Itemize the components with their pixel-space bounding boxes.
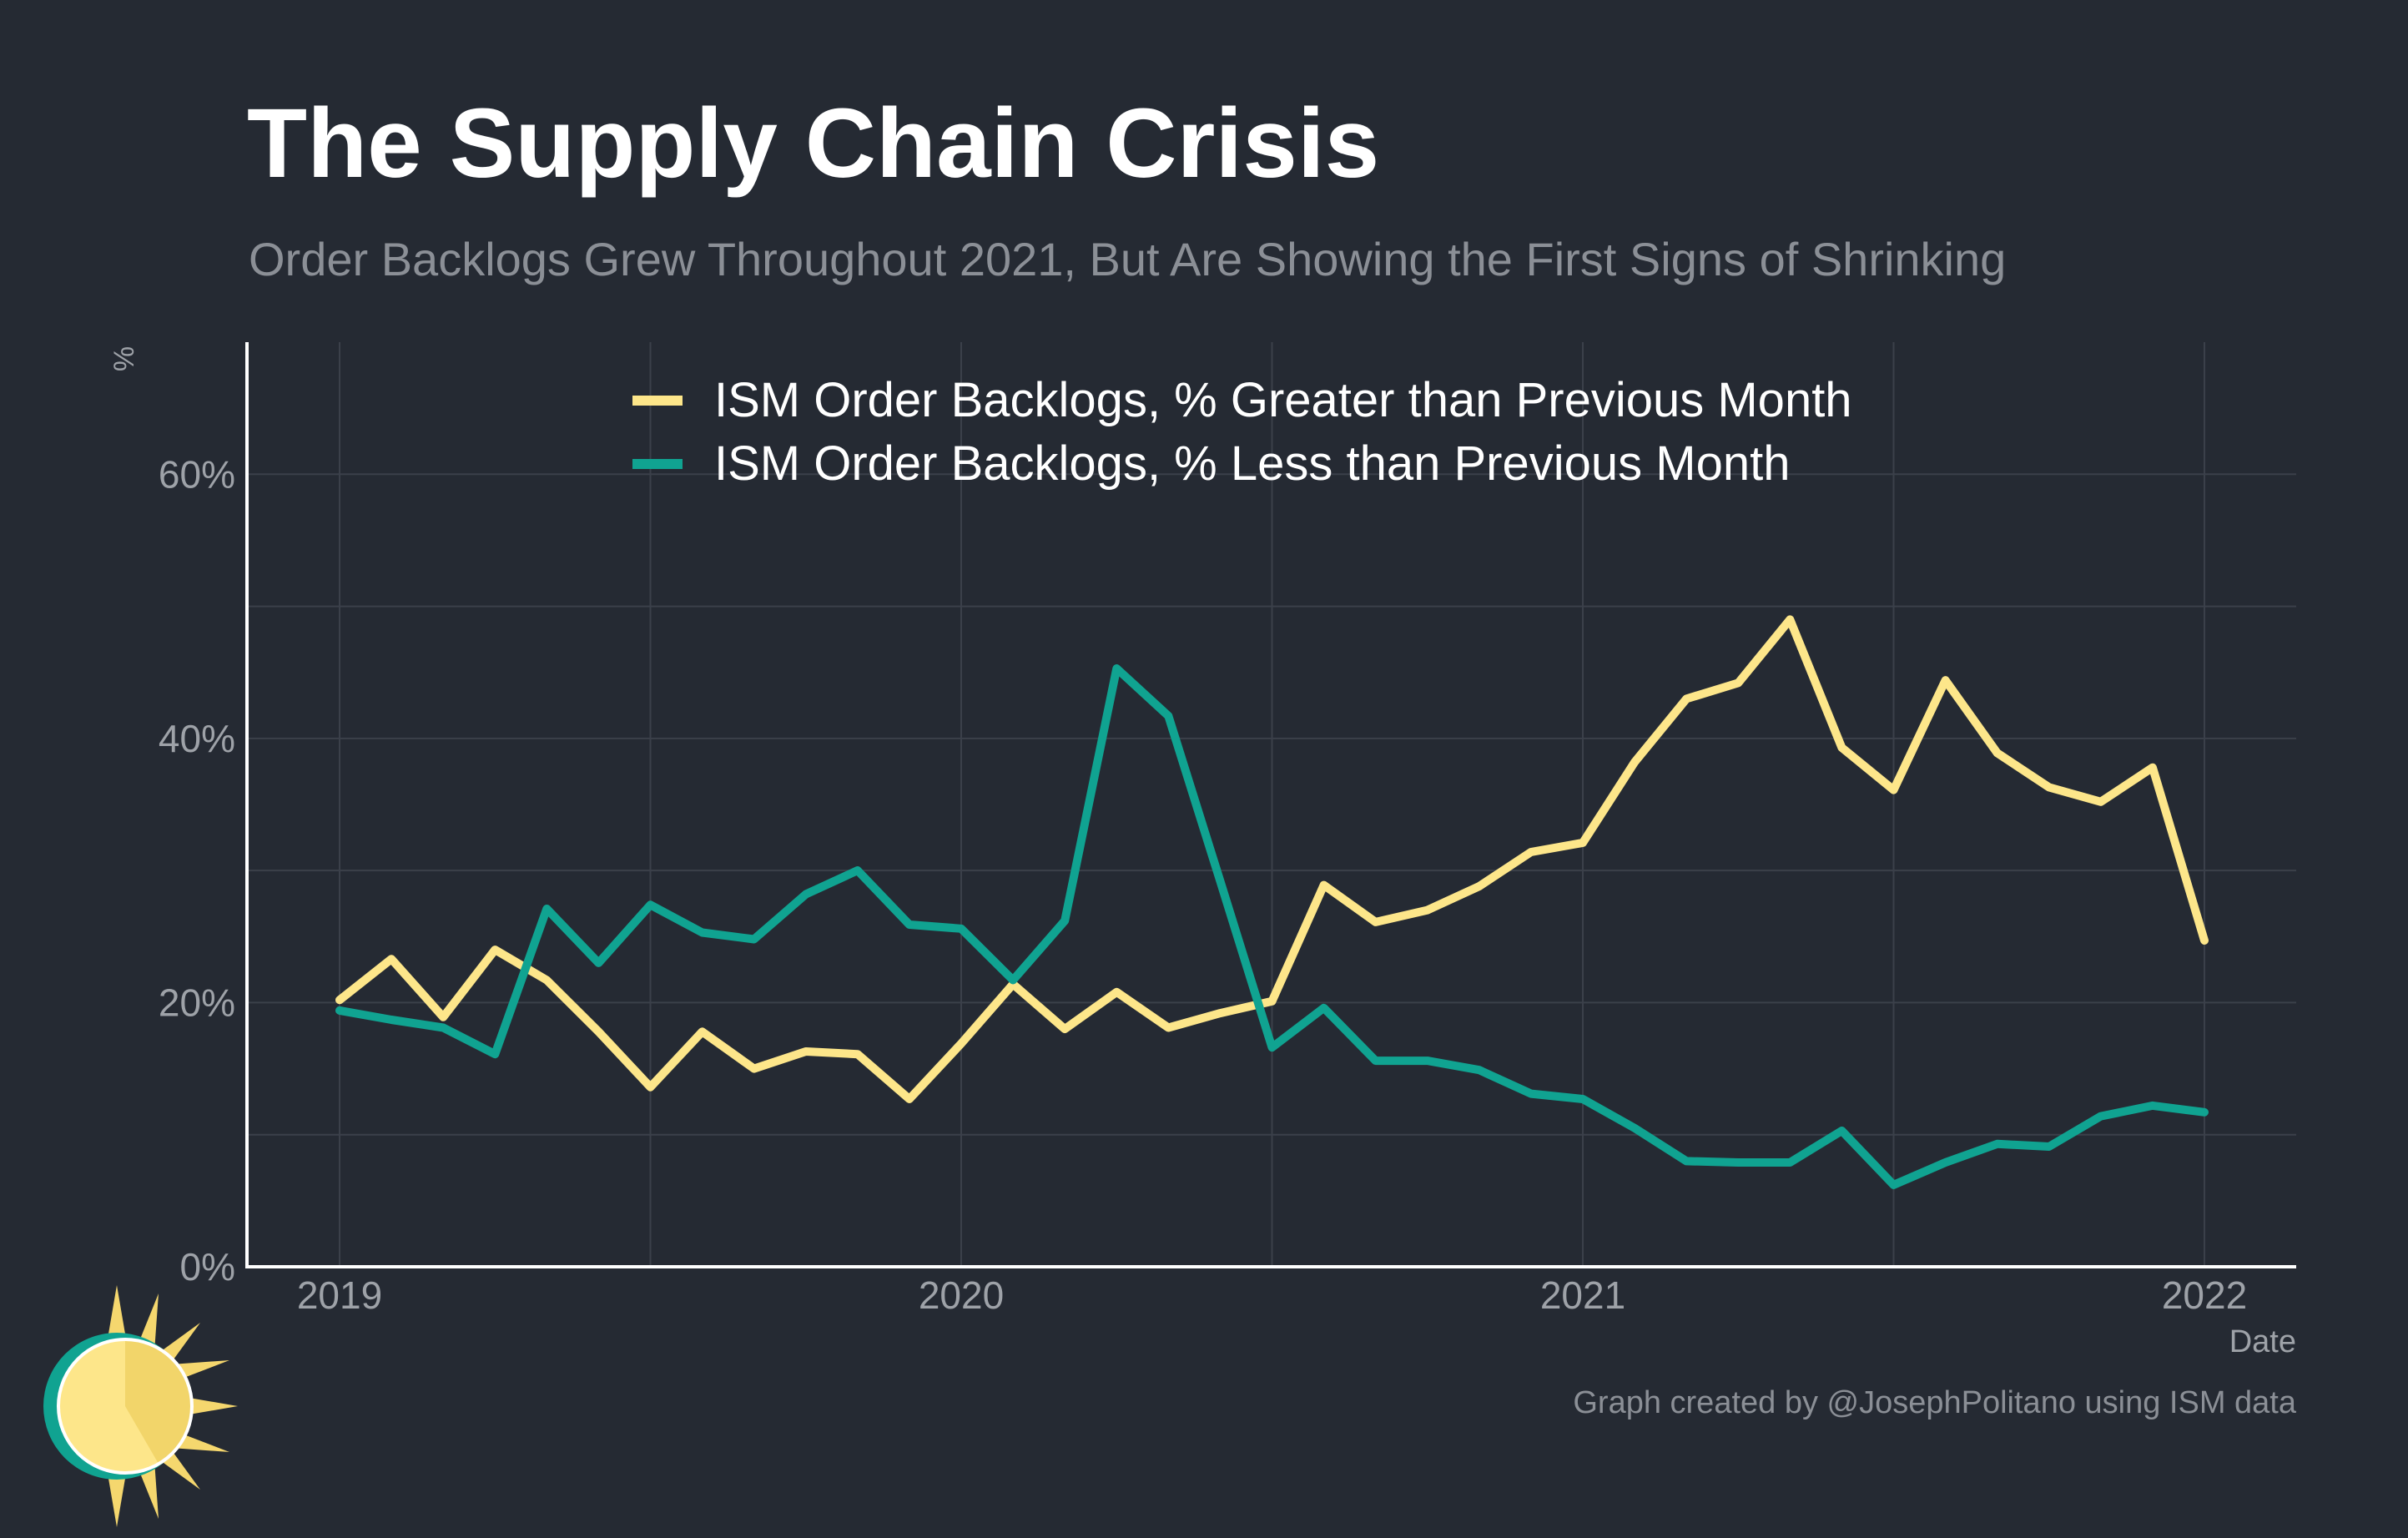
legend-entry: ISM Order Backlogs, % Less than Previous… bbox=[714, 436, 1790, 491]
legend-entry: ISM Order Backlogs, % Greater than Previ… bbox=[714, 373, 1852, 427]
x-tick-label: 2021 bbox=[1540, 1273, 1625, 1317]
y-tick-label: 40% bbox=[159, 717, 235, 760]
series-line-greater bbox=[335, 615, 2209, 1103]
grid bbox=[247, 342, 2296, 1267]
sun-logo-icon bbox=[43, 1285, 238, 1527]
x-tick-label: 2022 bbox=[2162, 1273, 2247, 1317]
source-caption: Graph created by @JosephPolitano using I… bbox=[1573, 1385, 2296, 1420]
y-tick-label: 60% bbox=[159, 452, 235, 496]
x-axis-label: Date bbox=[2229, 1324, 2296, 1359]
series-line-less bbox=[335, 664, 2209, 1189]
y-tick-label: 0% bbox=[180, 1245, 235, 1288]
legend: ISM Order Backlogs, % Greater than Previ… bbox=[632, 373, 1852, 491]
y-axis-label: % bbox=[108, 346, 140, 371]
x-tick-label: 2019 bbox=[297, 1273, 382, 1317]
axes: 0% 20% 40% 60% 2019 2020 2021 2022 bbox=[159, 342, 2296, 1317]
page-subtitle: Order Backlogs Grew Throughout 2021, But… bbox=[249, 233, 2007, 285]
x-tick-label: 2020 bbox=[919, 1273, 1004, 1317]
series bbox=[335, 615, 2209, 1189]
page-title: The Supply Chain Crisis bbox=[247, 88, 1380, 199]
y-tick-label: 20% bbox=[159, 981, 235, 1024]
